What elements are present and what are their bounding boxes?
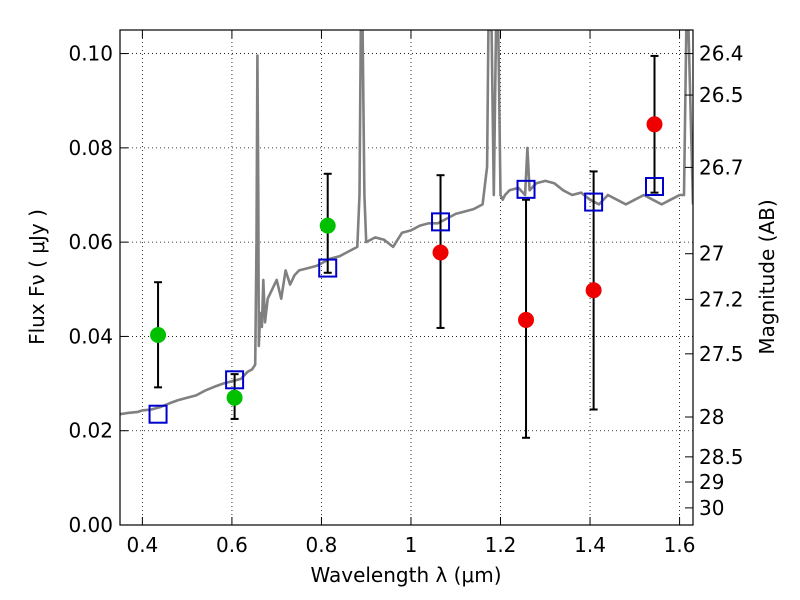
- model-spectrum-line: [120, 30, 693, 416]
- magnitude-tick-label: 26.5: [699, 83, 744, 107]
- model-photometry-square: [148, 404, 168, 424]
- axis-ticks: [120, 30, 693, 526]
- magnitude-tick-label: 27.2: [699, 287, 744, 311]
- x-tick-label: 1.2: [485, 533, 517, 557]
- y-tick-label: 0.00: [68, 513, 113, 537]
- observed-point: [226, 389, 243, 406]
- model-photometry-square: [225, 370, 245, 390]
- observed-point: [150, 327, 167, 344]
- magnitude-tick-label: 30: [699, 496, 724, 520]
- magnitude-tick-label: 28: [699, 405, 724, 429]
- magnitude-axis-label: Magnitude (AB): [755, 199, 779, 354]
- model-photometry-square: [318, 258, 338, 278]
- magnitude-tick-label: 26.7: [699, 155, 744, 179]
- observed-point: [518, 311, 535, 328]
- y-tick-label: 0.04: [68, 324, 113, 348]
- data-markers: [148, 116, 665, 424]
- x-tick-label: 0.8: [306, 533, 338, 557]
- y-tick-label: 0.10: [68, 42, 113, 66]
- x-tick-label: 1.6: [664, 533, 696, 557]
- plot-background: [120, 30, 693, 525]
- observed-point: [319, 217, 336, 234]
- magnitude-tick-label: 27: [699, 242, 724, 266]
- y-axis-label: Flux Fν ( μJy ): [25, 209, 49, 345]
- magnitude-tick-label: 27.5: [699, 342, 744, 366]
- x-tick-label: 0.4: [126, 533, 158, 557]
- model-photometry-square: [516, 179, 536, 199]
- y-tick-label: 0.06: [68, 230, 113, 254]
- plot-content: [120, 30, 693, 439]
- observed-point: [585, 282, 602, 299]
- x-tick-label: 1.4: [574, 533, 606, 557]
- tick-labels: 0.4 0.6 0.8 1 1.2 1.4 1.6 0.00 0.02 0.04 0.06 0.08 0…: [68, 42, 743, 557]
- x-tick-label: 0.6: [216, 533, 248, 557]
- observed-point: [432, 244, 449, 261]
- grid: [120, 30, 693, 526]
- magnitude-tick-label: 26.4: [699, 42, 744, 66]
- x-tick-label: 1: [405, 533, 418, 557]
- observed-point: [646, 116, 663, 133]
- plot-frame: [119, 29, 694, 526]
- y-tick-label: 0.02: [68, 419, 113, 443]
- model-photometry-square: [431, 212, 451, 232]
- magnitude-tick-label: 29: [699, 470, 724, 494]
- model-photometry-square: [645, 177, 665, 197]
- model-photometry-square: [584, 192, 604, 212]
- magnitude-tick-label: 28.5: [699, 445, 744, 469]
- y-tick-label: 0.08: [68, 136, 113, 160]
- x-axis-label: Wavelength λ (μm): [310, 563, 501, 587]
